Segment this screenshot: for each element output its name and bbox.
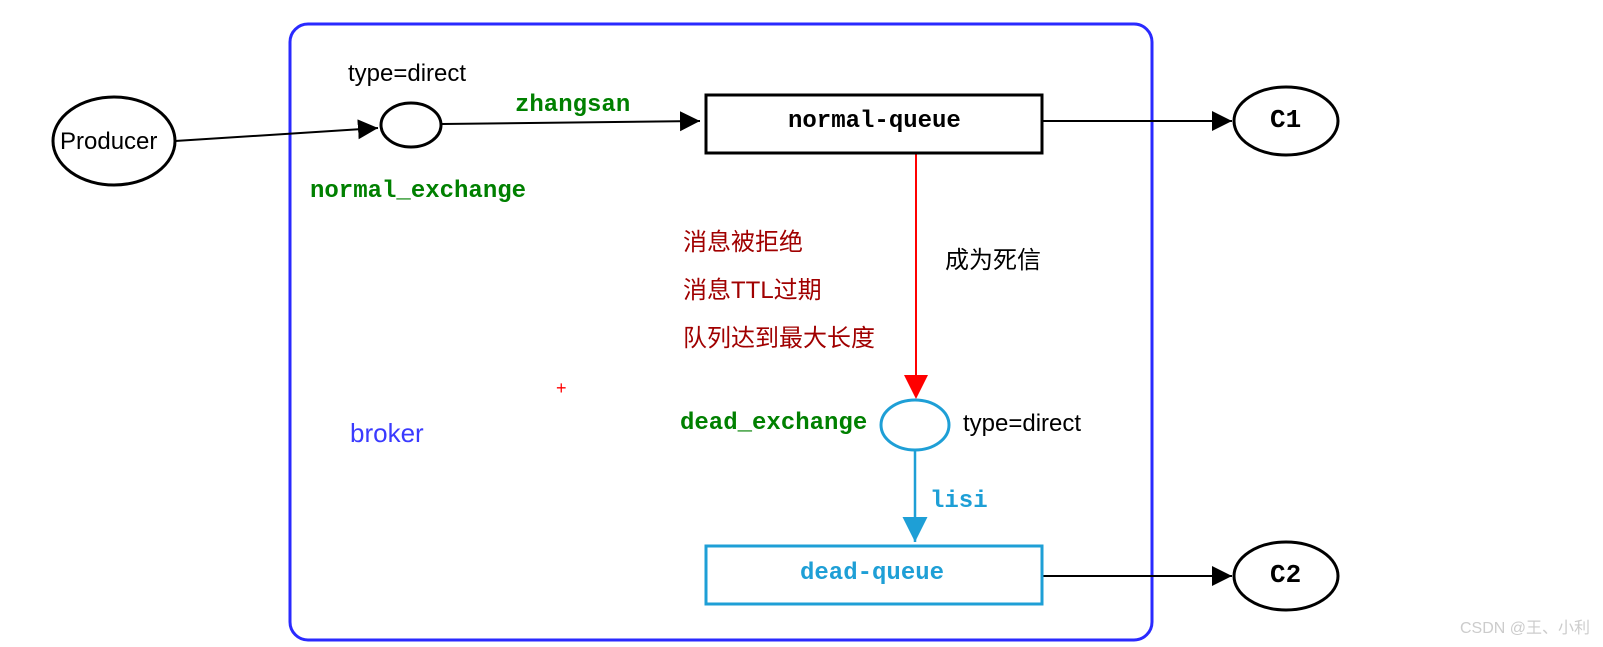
dead-exchange-type-label: type=direct — [963, 410, 1081, 438]
dead-reason-3: 队列达到最大长度 — [683, 318, 875, 353]
c1-label: C1 — [1270, 105, 1301, 135]
normal-queue-label: normal-queue — [788, 108, 961, 135]
plus-mark: + — [556, 378, 567, 399]
edge-exchange-normalqueue — [442, 121, 700, 124]
broker-label: broker — [350, 418, 424, 449]
normal-exchange-name-label: normal_exchange — [310, 178, 526, 205]
dead-queue-label: dead-queue — [800, 560, 944, 587]
normal-exchange-node — [381, 103, 441, 147]
c2-label: C2 — [1270, 560, 1301, 590]
producer-label: Producer — [60, 128, 157, 156]
normal-exchange-type-label: type=direct — [348, 60, 466, 88]
dead-exchange-name-label: dead_exchange — [680, 410, 867, 437]
watermark: CSDN @王、小利 — [1460, 614, 1590, 638]
lisi-label: lisi — [930, 488, 988, 515]
dead-exchange-node — [881, 400, 949, 450]
dead-letter-arrow-label: 成为死信 — [945, 240, 1041, 275]
edge-producer-exchange — [175, 128, 378, 141]
zhangsan-label: zhangsan — [515, 92, 630, 119]
dead-reason-2: 消息TTL过期 — [683, 270, 822, 305]
dead-reason-1: 消息被拒绝 — [683, 222, 803, 257]
